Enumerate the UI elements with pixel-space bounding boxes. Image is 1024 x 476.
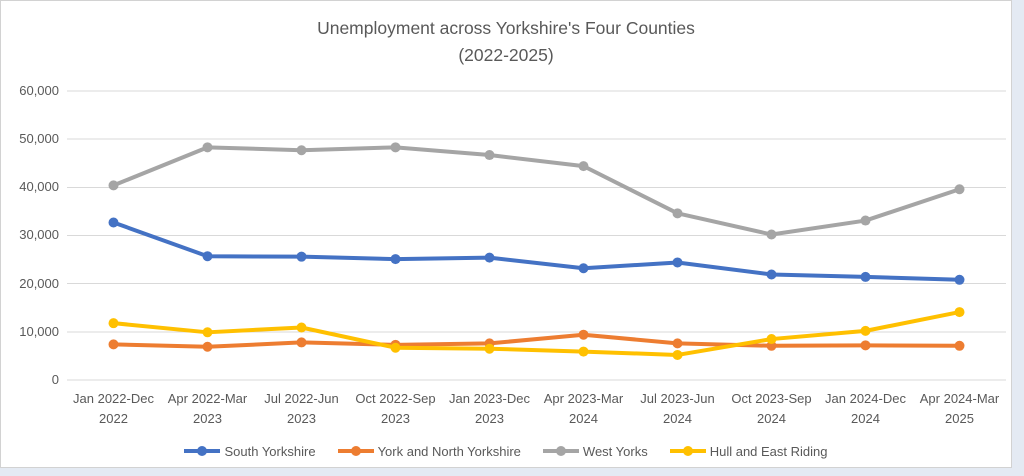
legend: South Yorkshire York and North Yorkshire W… <box>1 439 1011 463</box>
plot-area <box>67 90 1006 381</box>
data-point-west-yorks[interactable] <box>766 229 777 240</box>
x-axis-tick-label: Jan 2023-Dec 2023 <box>434 389 546 429</box>
legend-label-hull-and-east-riding: Hull and East Riding <box>709 443 828 459</box>
x-axis-tick-label-line1: Jul 2022-Jun <box>264 391 339 406</box>
data-point-hull-and-east-riding[interactable] <box>390 342 401 353</box>
chart-subtitle: (2022-2025) <box>458 45 554 65</box>
x-axis-tick-label: Oct 2023-Sep 2024 <box>716 389 828 429</box>
legend-marker-south-yorkshire <box>184 446 221 456</box>
series-line-york-and-north-yorkshire[interactable] <box>111 332 962 349</box>
data-point-hull-and-east-riding[interactable] <box>296 322 307 333</box>
data-point-west-yorks[interactable] <box>672 208 683 219</box>
data-point-west-yorks[interactable] <box>578 161 589 172</box>
x-axis-tick-label: Apr 2024-Mar 2025 <box>904 389 1016 429</box>
legend-marker-hull-and-east-riding <box>669 446 706 456</box>
y-axis-tick-label: 10,000 <box>19 323 59 339</box>
data-point-south-yorkshire[interactable] <box>860 271 871 282</box>
x-axis-tick-label-line1: Jan 2022-Dec <box>73 391 154 406</box>
data-point-york-and-north-yorkshire[interactable] <box>954 340 965 351</box>
data-point-york-and-north-yorkshire[interactable] <box>578 329 589 340</box>
series-line-hull-and-east-riding[interactable] <box>111 310 962 357</box>
chart-title: Unemployment across Yorkshire's Four Cou… <box>317 18 695 38</box>
series-line-south-yorkshire[interactable] <box>111 220 962 282</box>
x-axis-tick-label-line1: Apr 2022-Mar <box>167 391 248 406</box>
x-axis-tick-label: Jul 2023-Jun 2024 <box>622 389 734 429</box>
data-point-south-yorkshire[interactable] <box>296 251 307 262</box>
x-axis-tick-label: Apr 2023-Mar 2024 <box>528 389 640 429</box>
legend-item-south-yorkshire[interactable]: South Yorkshire <box>184 443 316 459</box>
y-axis-tick-label: 30,000 <box>19 227 59 243</box>
data-point-south-yorkshire[interactable] <box>766 269 777 280</box>
chart-title-block: Unemployment across Yorkshire's Four Cou… <box>1 15 1011 69</box>
data-point-south-yorkshire[interactable] <box>672 257 683 268</box>
data-point-west-yorks[interactable] <box>296 145 307 156</box>
data-point-hull-and-east-riding[interactable] <box>860 325 871 336</box>
y-axis-tick-label: 50,000 <box>19 131 59 147</box>
x-axis-tick-label-line1: Apr 2024-Mar <box>919 391 1000 406</box>
x-axis-tick-label-line2: 2023 <box>381 411 410 426</box>
y-axis-tick-label: 20,000 <box>19 275 59 291</box>
data-point-york-and-north-yorkshire[interactable] <box>202 341 213 352</box>
x-axis-tick-label-line1: Jan 2024-Dec <box>825 391 906 406</box>
x-axis-tick-label-line2: 2022 <box>99 411 128 426</box>
data-point-south-yorkshire[interactable] <box>484 252 495 263</box>
data-point-south-yorkshire[interactable] <box>578 263 589 274</box>
x-axis-tick-label-line2: 2023 <box>193 411 222 426</box>
data-point-west-yorks[interactable] <box>954 184 965 195</box>
data-point-york-and-north-yorkshire[interactable] <box>860 340 871 351</box>
x-axis-tick-label-line1: Oct 2023-Sep <box>731 391 812 406</box>
x-axis-tick-label-line1: Oct 2022-Sep <box>355 391 436 406</box>
y-axis-tick-label: 60,000 <box>19 82 59 98</box>
legend-item-west-yorks[interactable]: West Yorks <box>542 443 648 459</box>
x-axis-tick-label-line2: 2024 <box>663 411 692 426</box>
x-axis-tick-label-line1: Apr 2023-Mar <box>543 391 624 406</box>
legend-label-york-and-north-yorkshire: York and North Yorkshire <box>377 443 521 459</box>
legend-label-south-yorkshire: South Yorkshire <box>224 443 316 459</box>
x-axis-tick-label-line2: 2025 <box>945 411 974 426</box>
x-axis-tick-label: Jan 2022-Dec 2022 <box>58 389 170 429</box>
data-point-hull-and-east-riding[interactable] <box>766 334 777 345</box>
data-point-hull-and-east-riding[interactable] <box>202 327 213 338</box>
data-point-south-yorkshire[interactable] <box>390 254 401 265</box>
data-point-hull-and-east-riding[interactable] <box>954 307 965 318</box>
data-point-hull-and-east-riding[interactable] <box>578 346 589 357</box>
data-point-west-yorks[interactable] <box>390 142 401 153</box>
x-axis-tick-label: Jul 2022-Jun 2023 <box>246 389 358 429</box>
data-point-york-and-north-yorkshire[interactable] <box>296 337 307 348</box>
series-line-west-yorks[interactable] <box>111 145 962 237</box>
legend-item-york-and-north-yorkshire[interactable]: York and North Yorkshire <box>337 443 521 459</box>
data-point-hull-and-east-riding[interactable] <box>484 343 495 354</box>
data-point-west-yorks[interactable] <box>108 180 119 191</box>
x-axis-tick-label-line2: 2024 <box>851 411 880 426</box>
data-point-south-yorkshire[interactable] <box>108 217 119 228</box>
x-axis-tick-label-line2: 2023 <box>287 411 316 426</box>
x-axis-tick-label-line2: 2024 <box>757 411 786 426</box>
x-axis-tick-label: Apr 2022-Mar 2023 <box>152 389 264 429</box>
data-point-west-yorks[interactable] <box>860 215 871 226</box>
data-point-hull-and-east-riding[interactable] <box>672 349 683 360</box>
data-point-york-and-north-yorkshire[interactable] <box>108 339 119 350</box>
chart-area: Unemployment across Yorkshire's Four Cou… <box>0 0 1012 468</box>
x-axis-tick-label-line2: 2023 <box>475 411 504 426</box>
x-axis-tick-label-line1: Jul 2023-Jun <box>640 391 715 406</box>
x-axis-tick-label-line1: Jan 2023-Dec <box>449 391 530 406</box>
legend-marker-york-and-north-yorkshire <box>337 446 374 456</box>
data-point-west-yorks[interactable] <box>202 142 213 153</box>
x-axis-tick-label: Jan 2024-Dec 2024 <box>810 389 922 429</box>
data-point-hull-and-east-riding[interactable] <box>108 318 119 329</box>
legend-marker-west-yorks <box>542 446 579 456</box>
legend-label-west-yorks: West Yorks <box>582 443 648 459</box>
data-point-south-yorkshire[interactable] <box>202 251 213 262</box>
data-point-south-yorkshire[interactable] <box>954 274 965 285</box>
y-axis-tick-label: 40,000 <box>19 179 59 195</box>
x-axis-tick-label-line2: 2024 <box>569 411 598 426</box>
data-point-york-and-north-yorkshire[interactable] <box>672 338 683 349</box>
data-point-west-yorks[interactable] <box>484 150 495 161</box>
y-axis-tick-label: 0 <box>51 372 59 387</box>
x-axis-tick-label: Oct 2022-Sep 2023 <box>340 389 452 429</box>
legend-item-hull-and-east-riding[interactable]: Hull and East Riding <box>669 443 828 459</box>
